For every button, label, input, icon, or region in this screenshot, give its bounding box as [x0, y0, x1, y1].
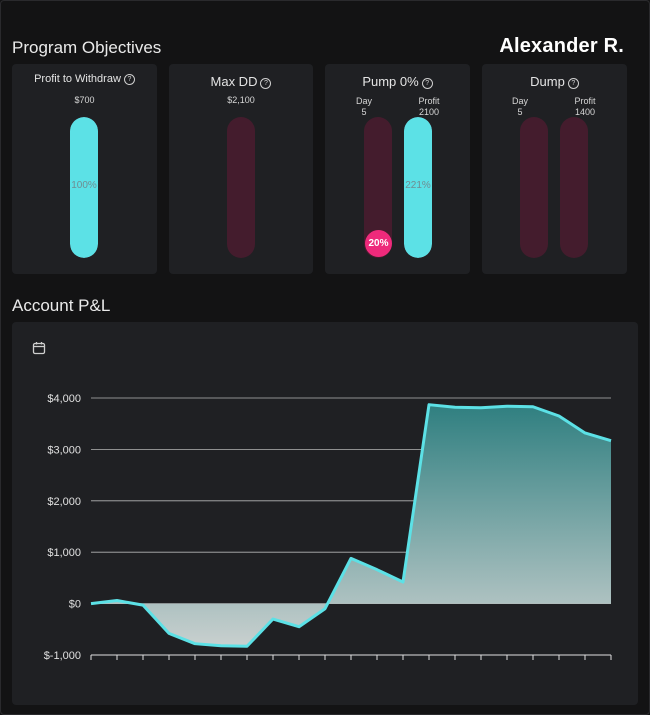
- sublabel-value: 2100: [418, 107, 440, 117]
- calendar-icon[interactable]: [32, 341, 46, 355]
- progress-bar-maxdd: [227, 117, 255, 258]
- progress-label: 100%: [71, 180, 97, 191]
- pump-profit-label: Profit 2100: [410, 96, 448, 118]
- dump-day-label: Day 5: [506, 96, 534, 118]
- objective-title: Pump 0%?: [325, 74, 470, 89]
- objective-title-label: Profit to Withdraw: [34, 73, 121, 85]
- progress-bar-profit: 100%: [70, 117, 98, 258]
- progress-bar-dump-day: [520, 117, 548, 258]
- progress-label: 221%: [405, 180, 431, 191]
- progress-bar-dump-profit: [560, 117, 588, 258]
- help-icon[interactable]: ?: [421, 78, 433, 89]
- objective-card-dump: Dump?: [482, 64, 627, 274]
- objective-title: Profit to Withdraw?: [12, 73, 157, 85]
- dump-profit-label: Profit 1400: [566, 96, 604, 118]
- objective-card-pump: Pump 0%?: [325, 64, 470, 274]
- sublabel-title: Profit: [418, 96, 440, 106]
- pnl-title: Account P&L: [12, 296, 111, 315]
- pump-day-label: Day 5: [350, 96, 378, 118]
- objective-title-label: Pump 0%: [362, 74, 419, 89]
- objective-title: Dump?: [482, 74, 627, 89]
- sublabel-title: Profit: [574, 96, 596, 106]
- progress-fill: [70, 117, 98, 258]
- help-icon[interactable]: ?: [123, 74, 135, 85]
- sublabel-title: Day: [511, 96, 528, 106]
- objective-amount: $700: [74, 95, 95, 105]
- progress-bar-pump-profit: 221%: [404, 117, 432, 258]
- sublabel-value: 1400: [574, 107, 596, 117]
- objective-amount: $2,100: [227, 95, 255, 105]
- help-icon[interactable]: ?: [260, 78, 272, 89]
- sublabel-value: 5: [361, 107, 367, 117]
- sublabel-value: 5: [517, 107, 523, 117]
- pump-day-badge: 20%: [365, 230, 392, 257]
- objective-title-label: Max DD: [210, 74, 258, 89]
- help-icon[interactable]: ?: [567, 78, 579, 89]
- page-title: Program Objectives: [12, 38, 162, 57]
- objective-title: Max DD?: [169, 74, 313, 89]
- progress-fill: [404, 117, 432, 258]
- pnl-chart-card: [12, 322, 638, 705]
- user-name: Alexander R.: [499, 35, 624, 57]
- objective-title-label: Dump: [530, 74, 565, 89]
- sublabel-title: Day: [355, 96, 372, 106]
